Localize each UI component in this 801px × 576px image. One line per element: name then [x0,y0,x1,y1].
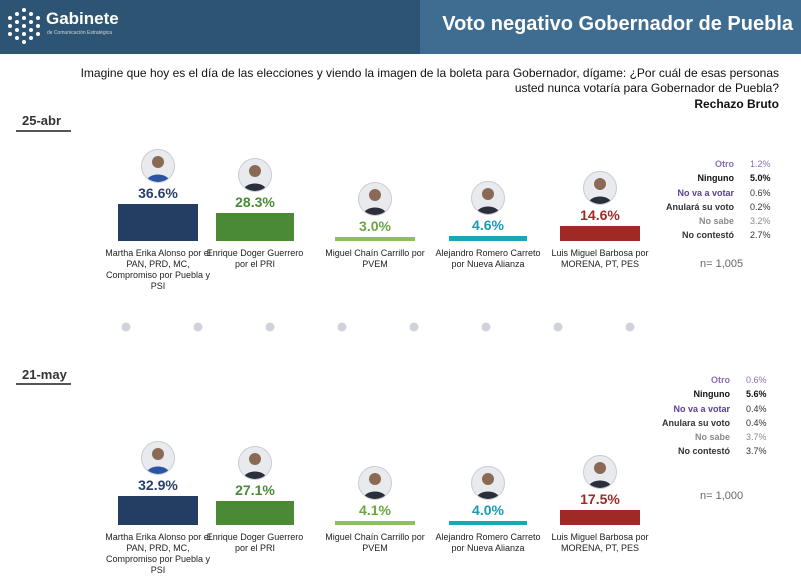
value-label-luis: 14.6% [580,207,620,224]
other-response-label: Otro [715,159,735,169]
other-response-value: 0.4% [746,417,767,428]
candidate-label-enrique: Enrique Doger Guerrero por el PRI [206,248,304,269]
candidate-photo-miguel [358,466,392,500]
other-response-value: 5.0% [750,173,771,184]
bar-miguel [335,521,415,525]
candidate-photo-luis [583,171,617,206]
value-label-martha: 32.9% [138,477,178,494]
other-response-row: Ninguno 5.0% [666,172,771,184]
other-response-label: No sabe [699,216,735,227]
other-response-row: No va a votar 0.6% [666,187,771,199]
other-response-row: No contestó 3.7% [662,445,767,457]
bar-martha [118,204,198,241]
other-response-label: No va a votar [673,403,731,414]
sample-size-2: n= 1,000 [700,490,744,502]
other-response-row: No contestó 2.7% [666,229,771,241]
sample-size-1: n= 1,005 [700,258,744,270]
bar-luis [560,226,640,241]
brand-subtitle: de Comunicación Estratégica [47,30,113,36]
candidate-label-martha: Martha Erika Alonso por el PAN, PRD, MC,… [105,532,211,575]
measure-label: Rechazo Bruto [694,97,779,111]
other-response-label: No va a votar [677,187,735,198]
candidate-photo-miguel [358,182,392,216]
value-label-luis: 17.5% [580,490,620,507]
bar-alejandro [449,236,527,241]
other-response-value: 1.2% [750,159,771,169]
value-label-miguel: 4.1% [359,502,391,518]
other-response-value: 5.6% [746,389,767,400]
candidate-label-alejandro: Alejandro Romero Carreto por Nueva Alian… [435,532,541,553]
other-responses-1: Otro 1.2% Ninguno 5.0% No va a votar 0.6% Anul… [664,156,773,244]
gabinete-logo-icon [8,8,40,44]
other-response-label: Anulará su voto [666,201,735,212]
bar-luis [560,509,640,525]
date-label-1: 25-abr [22,113,62,128]
other-response-value: 0.2% [750,201,771,212]
candidate-label-luis: Luis Miguel Barbosa por MORENA, PT, PES [551,248,649,269]
candidate-label-martha: Martha Erika Alonso por el PAN, PRD, MC,… [105,248,211,291]
other-response-label: Ninguno [697,173,735,184]
header-bar: Gabinete de Comunicación Estratégica Vot… [0,0,801,54]
value-label-enrique: 27.1% [235,482,275,499]
other-response-value: 0.6% [746,375,767,385]
value-label-miguel: 3.0% [359,218,391,234]
value-label-alejandro: 4.0% [472,502,504,518]
candidate-photo-enrique [238,157,272,192]
other-response-row: No sabe 3.2% [666,215,771,227]
candidate-label-alejandro: Alejandro Romero Carreto por Nueva Alian… [435,248,541,269]
other-response-value: 0.6% [750,187,771,198]
other-response-row: Anulará su voto 0.2% [666,201,771,213]
candidate-label-miguel: Miguel Chaín Carrillo por PVEM [325,532,425,553]
other-response-label: No sabe [695,432,731,443]
candidate-photo-luis [583,454,617,489]
bar-enrique [216,501,294,525]
other-response-label: No contestó [682,230,735,241]
bar-alejandro [449,521,527,525]
other-response-label: Otro [711,375,731,385]
other-response-value: 2.7% [750,230,771,241]
title-panel: Voto negativo Gobernador de Puebla [420,0,801,54]
bar-martha [118,496,198,525]
other-response-value: 3.2% [750,216,771,227]
candidate-label-enrique: Enrique Doger Guerrero por el PRI [206,532,304,553]
date-underline-2 [16,383,71,385]
candidate-label-miguel: Miguel Chaín Carrillo por PVEM [325,248,425,269]
other-response-row: Anulara su voto 0.4% [662,417,767,429]
other-response-row: Otro 0.6% [662,374,767,386]
bar-miguel [335,237,415,241]
other-response-row: Ninguno 5.6% [662,388,767,400]
page-title: Voto negativo Gobernador de Puebla [442,13,793,35]
value-label-enrique: 28.3% [235,193,275,210]
bar-enrique [216,212,294,241]
candidate-photo-martha [141,149,175,184]
other-response-value: 0.4% [746,403,767,414]
value-label-martha: 36.6% [138,185,178,202]
candidate-photo-martha [141,441,175,476]
other-response-row: Otro 1.2% [666,158,771,170]
date-underline-1 [16,130,71,132]
other-response-value: 3.7% [746,432,767,443]
other-response-label: Anulara su voto [662,417,731,428]
candidate-photo-alejandro [471,181,505,216]
candidate-label-luis: Luis Miguel Barbosa por MORENA, PT, PES [551,532,649,553]
date-label-2: 21-may [22,367,67,382]
brand-name: Gabinete [46,9,119,28]
other-response-value: 3.7% [746,446,767,457]
other-responses-2: Otro 0.6% Ninguno 5.6% No va a votar 0.4% Anul… [660,372,769,460]
candidate-photo-alejandro [471,466,505,500]
candidate-photo-enrique [238,446,272,481]
survey-question: Imagine que hoy es el día de las eleccio… [80,66,779,95]
other-response-label: No contestó [678,446,731,457]
value-label-alejandro: 4.6% [472,217,504,234]
other-response-row: No va a votar 0.4% [662,403,767,415]
other-response-label: Ninguno [693,389,731,400]
section-divider-dots [121,322,635,332]
other-response-row: No sabe 3.7% [662,431,767,443]
